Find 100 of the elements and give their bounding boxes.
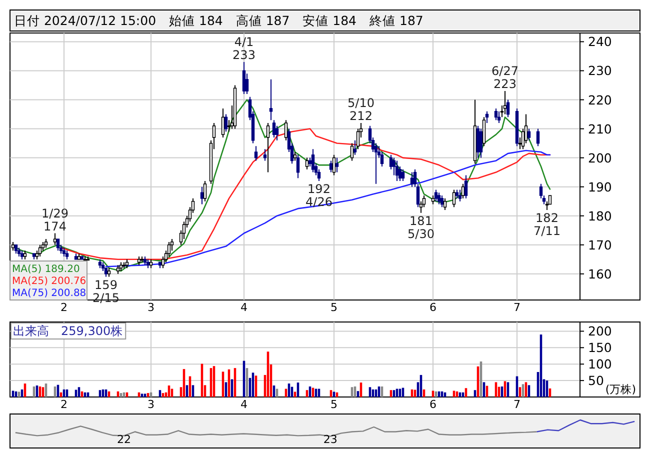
candlestick [254,146,258,162]
candlestick [53,232,57,246]
candlestick [482,116,486,147]
candlestick [272,120,276,138]
bar [482,382,486,397]
annotation: 181 5/30 [408,214,434,241]
x-tick-label: 4 [240,398,248,411]
y-tick-label: 150 [588,340,612,356]
candlestick [296,154,300,179]
bar [350,387,354,397]
bar [144,394,146,397]
y-tick-label: 50 [588,373,604,388]
bar [98,390,102,397]
bar [186,385,188,397]
candlestick [203,180,207,202]
bar [332,392,336,397]
bar [230,379,234,397]
y-tick-label: 200 [588,324,612,339]
bar [306,390,308,397]
candlestick [497,110,501,124]
candlestick [443,198,447,211]
candlestick [395,160,399,182]
bar [140,394,144,397]
y-tick-label: 190 [588,179,612,194]
candlestick [461,183,465,199]
bar [506,382,510,397]
bar [78,387,80,397]
text: MA(25) 200.76 [12,276,86,287]
candlestick [464,174,468,199]
annotation: 4/1 233 [232,35,256,62]
x-tick-label: 7 [514,301,520,314]
candlestick [452,189,456,208]
x-tick-label: 7 [514,398,520,411]
candlestick [335,157,339,173]
candlestick [410,172,414,188]
x-tick-label: 6 [430,398,436,411]
x-tick-label: 5 [330,301,338,314]
bar [528,385,530,397]
candlestick [527,128,531,141]
y-tick-label: 180 [588,208,612,224]
candlestick [200,186,204,205]
bar [524,382,528,397]
candlestick [305,157,309,170]
bar [390,390,392,397]
bar [518,387,522,397]
candlestick [440,195,444,208]
candlestick [434,189,438,202]
candlestick [353,140,357,156]
annotation: 192 4/26 [306,182,332,210]
candlestick [311,148,315,173]
bar [368,387,372,397]
bar [158,390,162,397]
bar [254,376,258,397]
candlestick [476,125,480,158]
bar [42,387,44,397]
annotation: 182 7/11 [534,211,560,238]
bar [522,384,524,397]
y-tick-label: 100 [588,356,612,372]
y-axis-title: (万株) [605,383,636,396]
y-tick-label: 200 [588,150,612,166]
candlestick [401,168,405,182]
y-tick-label: 210 [588,121,612,136]
bar [504,381,506,397]
bar [474,390,476,397]
candlestick [284,120,288,141]
y-tick-label: 230 [588,63,612,78]
candlestick [458,189,462,202]
candlestick [332,154,336,176]
x-tick-label: 2 [60,301,68,314]
annotation: 5/10 212 [348,96,374,123]
candlestick [245,73,249,94]
bar [294,392,296,397]
candlestick [263,148,267,162]
chart-title: 日付 2024/07/12 15:00 始値 184 高値 187 安値 184 終値 187 [14,13,424,28]
bar [356,391,360,397]
candlestick [350,142,354,162]
y-tick-label: 240 [588,34,612,50]
candlestick [437,192,441,205]
series-label: MA(5) 189.20 [12,264,80,275]
candlestick [38,244,42,257]
y-tick-label: 160 [588,266,612,282]
annotation: 6/27 223 [492,64,518,92]
candlestick [503,90,507,115]
y-tick-label: 170 [588,237,612,252]
x-tick-label: 6 [430,301,436,314]
x-tick-label: 3 [148,398,154,411]
bar [494,382,498,397]
candlestick [485,110,489,124]
candlestick [536,128,540,147]
annotation: 1/29 174 [42,206,68,234]
x-tick-label: 2 [60,398,68,411]
x-tick-label: 3 [148,301,154,314]
bar [192,385,194,397]
y-tick-label: 220 [588,92,612,108]
bar [18,392,20,397]
x-tick-label: 5 [330,398,338,411]
text: MA(75) 200.88 [12,288,86,299]
bar [330,390,332,397]
candlestick [275,125,279,141]
candlestick [479,128,483,158]
